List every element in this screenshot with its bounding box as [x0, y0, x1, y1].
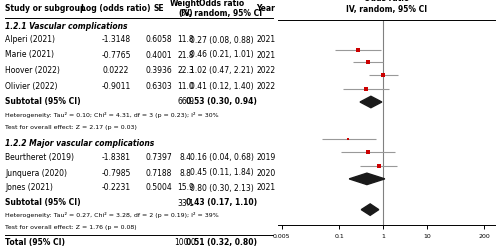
Text: 33.1: 33.1	[177, 198, 194, 207]
Text: 8.8: 8.8	[180, 168, 192, 177]
Polygon shape	[349, 173, 385, 184]
Text: Year: Year	[256, 4, 275, 13]
Text: -0.7765: -0.7765	[102, 50, 131, 59]
Text: Hoover (2022): Hoover (2022)	[5, 66, 60, 75]
Text: Test for overall effect: Z = 1.76 (p = 0.08): Test for overall effect: Z = 1.76 (p = 0…	[5, 224, 136, 230]
Text: Subtotal (95% CI): Subtotal (95% CI)	[5, 198, 80, 207]
Text: 0.3936: 0.3936	[146, 66, 172, 75]
Text: 0.6303: 0.6303	[146, 82, 172, 91]
Text: 0.41 (0.12, 1.40): 0.41 (0.12, 1.40)	[190, 82, 254, 91]
Text: Junquera (2020): Junquera (2020)	[5, 168, 67, 177]
Text: 0.16 (0.04, 0.68): 0.16 (0.04, 0.68)	[190, 153, 254, 162]
Text: 0.27 (0.08, 0.88): 0.27 (0.08, 0.88)	[190, 36, 254, 44]
Text: Total (95% CI): Total (95% CI)	[5, 238, 65, 247]
Text: Study or subgroup: Study or subgroup	[5, 4, 86, 13]
Text: (%): (%)	[178, 9, 193, 18]
Text: 1.02 (0.47, 2.21): 1.02 (0.47, 2.21)	[190, 66, 254, 75]
Text: 11.0: 11.0	[177, 82, 194, 91]
Text: 0.51 (0.32, 0.80): 0.51 (0.32, 0.80)	[186, 238, 257, 247]
Text: Beurtheret (2019): Beurtheret (2019)	[5, 153, 74, 162]
Text: 0.4001: 0.4001	[146, 50, 172, 59]
Text: 2021: 2021	[256, 50, 276, 59]
Text: Heterogeneity: Tau² = 0.10; Chi² = 4.31, df = 3 (p = 0.23); I² = 30%: Heterogeneity: Tau² = 0.10; Chi² = 4.31,…	[5, 112, 218, 118]
Text: Subtotal (95% CI): Subtotal (95% CI)	[5, 97, 80, 106]
Text: 22.3: 22.3	[177, 66, 194, 75]
Text: Odds ratio
IV, random, 95% CI: Odds ratio IV, random, 95% CI	[346, 0, 427, 14]
Text: 0.43 (0.17, 1.10): 0.43 (0.17, 1.10)	[186, 198, 257, 207]
Text: 0.5004: 0.5004	[146, 184, 172, 192]
Text: 0.7188: 0.7188	[146, 168, 172, 177]
Text: Test for overall effect: Z = 2.17 (p = 0.03): Test for overall effect: Z = 2.17 (p = 0…	[5, 124, 137, 130]
Text: Marie (2021): Marie (2021)	[5, 50, 54, 59]
Text: 15.9: 15.9	[177, 184, 194, 192]
Text: 2022: 2022	[256, 82, 276, 91]
Text: Alperi (2021): Alperi (2021)	[5, 36, 55, 44]
Text: 2022: 2022	[256, 66, 276, 75]
Text: Heterogeneity: Tau² = 0.27, Chi² = 3.28, df = 2 (p = 0.19); I² = 39%: Heterogeneity: Tau² = 0.27, Chi² = 3.28,…	[5, 212, 219, 218]
Text: 0.7397: 0.7397	[146, 153, 172, 162]
Text: 2020: 2020	[256, 168, 276, 177]
Text: 0.46 (0.21, 1.01): 0.46 (0.21, 1.01)	[190, 50, 254, 59]
Text: 8.4: 8.4	[180, 153, 192, 162]
Polygon shape	[360, 96, 382, 108]
Text: Odds ratio: Odds ratio	[199, 0, 244, 8]
Text: 0.0222: 0.0222	[103, 66, 129, 75]
Polygon shape	[362, 204, 379, 215]
Text: -0.2231: -0.2231	[102, 184, 130, 192]
Text: Log (odds ratio): Log (odds ratio)	[82, 4, 151, 13]
Text: 2021: 2021	[256, 36, 276, 44]
Text: 1.2.2 Major vascular complications: 1.2.2 Major vascular complications	[5, 139, 154, 148]
Text: 0.80 (0.30, 2.13): 0.80 (0.30, 2.13)	[190, 184, 254, 192]
Text: Olivier (2022): Olivier (2022)	[5, 82, 58, 91]
Text: 0.53 (0.30, 0.94): 0.53 (0.30, 0.94)	[186, 97, 257, 106]
Text: -0.7985: -0.7985	[102, 168, 130, 177]
Text: IV, random, 95% CI: IV, random, 95% CI	[181, 9, 262, 18]
Text: 0.6058: 0.6058	[146, 36, 172, 44]
Text: 100.0: 100.0	[174, 238, 197, 247]
Text: 2021: 2021	[256, 184, 276, 192]
Text: 1.2.1 Vascular complications: 1.2.1 Vascular complications	[5, 22, 128, 31]
Text: -0.9011: -0.9011	[102, 82, 130, 91]
Text: SE: SE	[154, 4, 164, 13]
Text: -1.8381: -1.8381	[102, 153, 130, 162]
Text: 2019: 2019	[256, 153, 276, 162]
Text: 11.8: 11.8	[177, 36, 194, 44]
Text: 0.45 (0.11, 1.84): 0.45 (0.11, 1.84)	[190, 168, 254, 177]
Text: 66.9: 66.9	[177, 97, 194, 106]
Text: 21.8: 21.8	[177, 50, 194, 59]
Text: Jones (2021): Jones (2021)	[5, 184, 53, 192]
Text: -1.3148: -1.3148	[102, 36, 130, 44]
Text: Weight: Weight	[170, 0, 201, 8]
